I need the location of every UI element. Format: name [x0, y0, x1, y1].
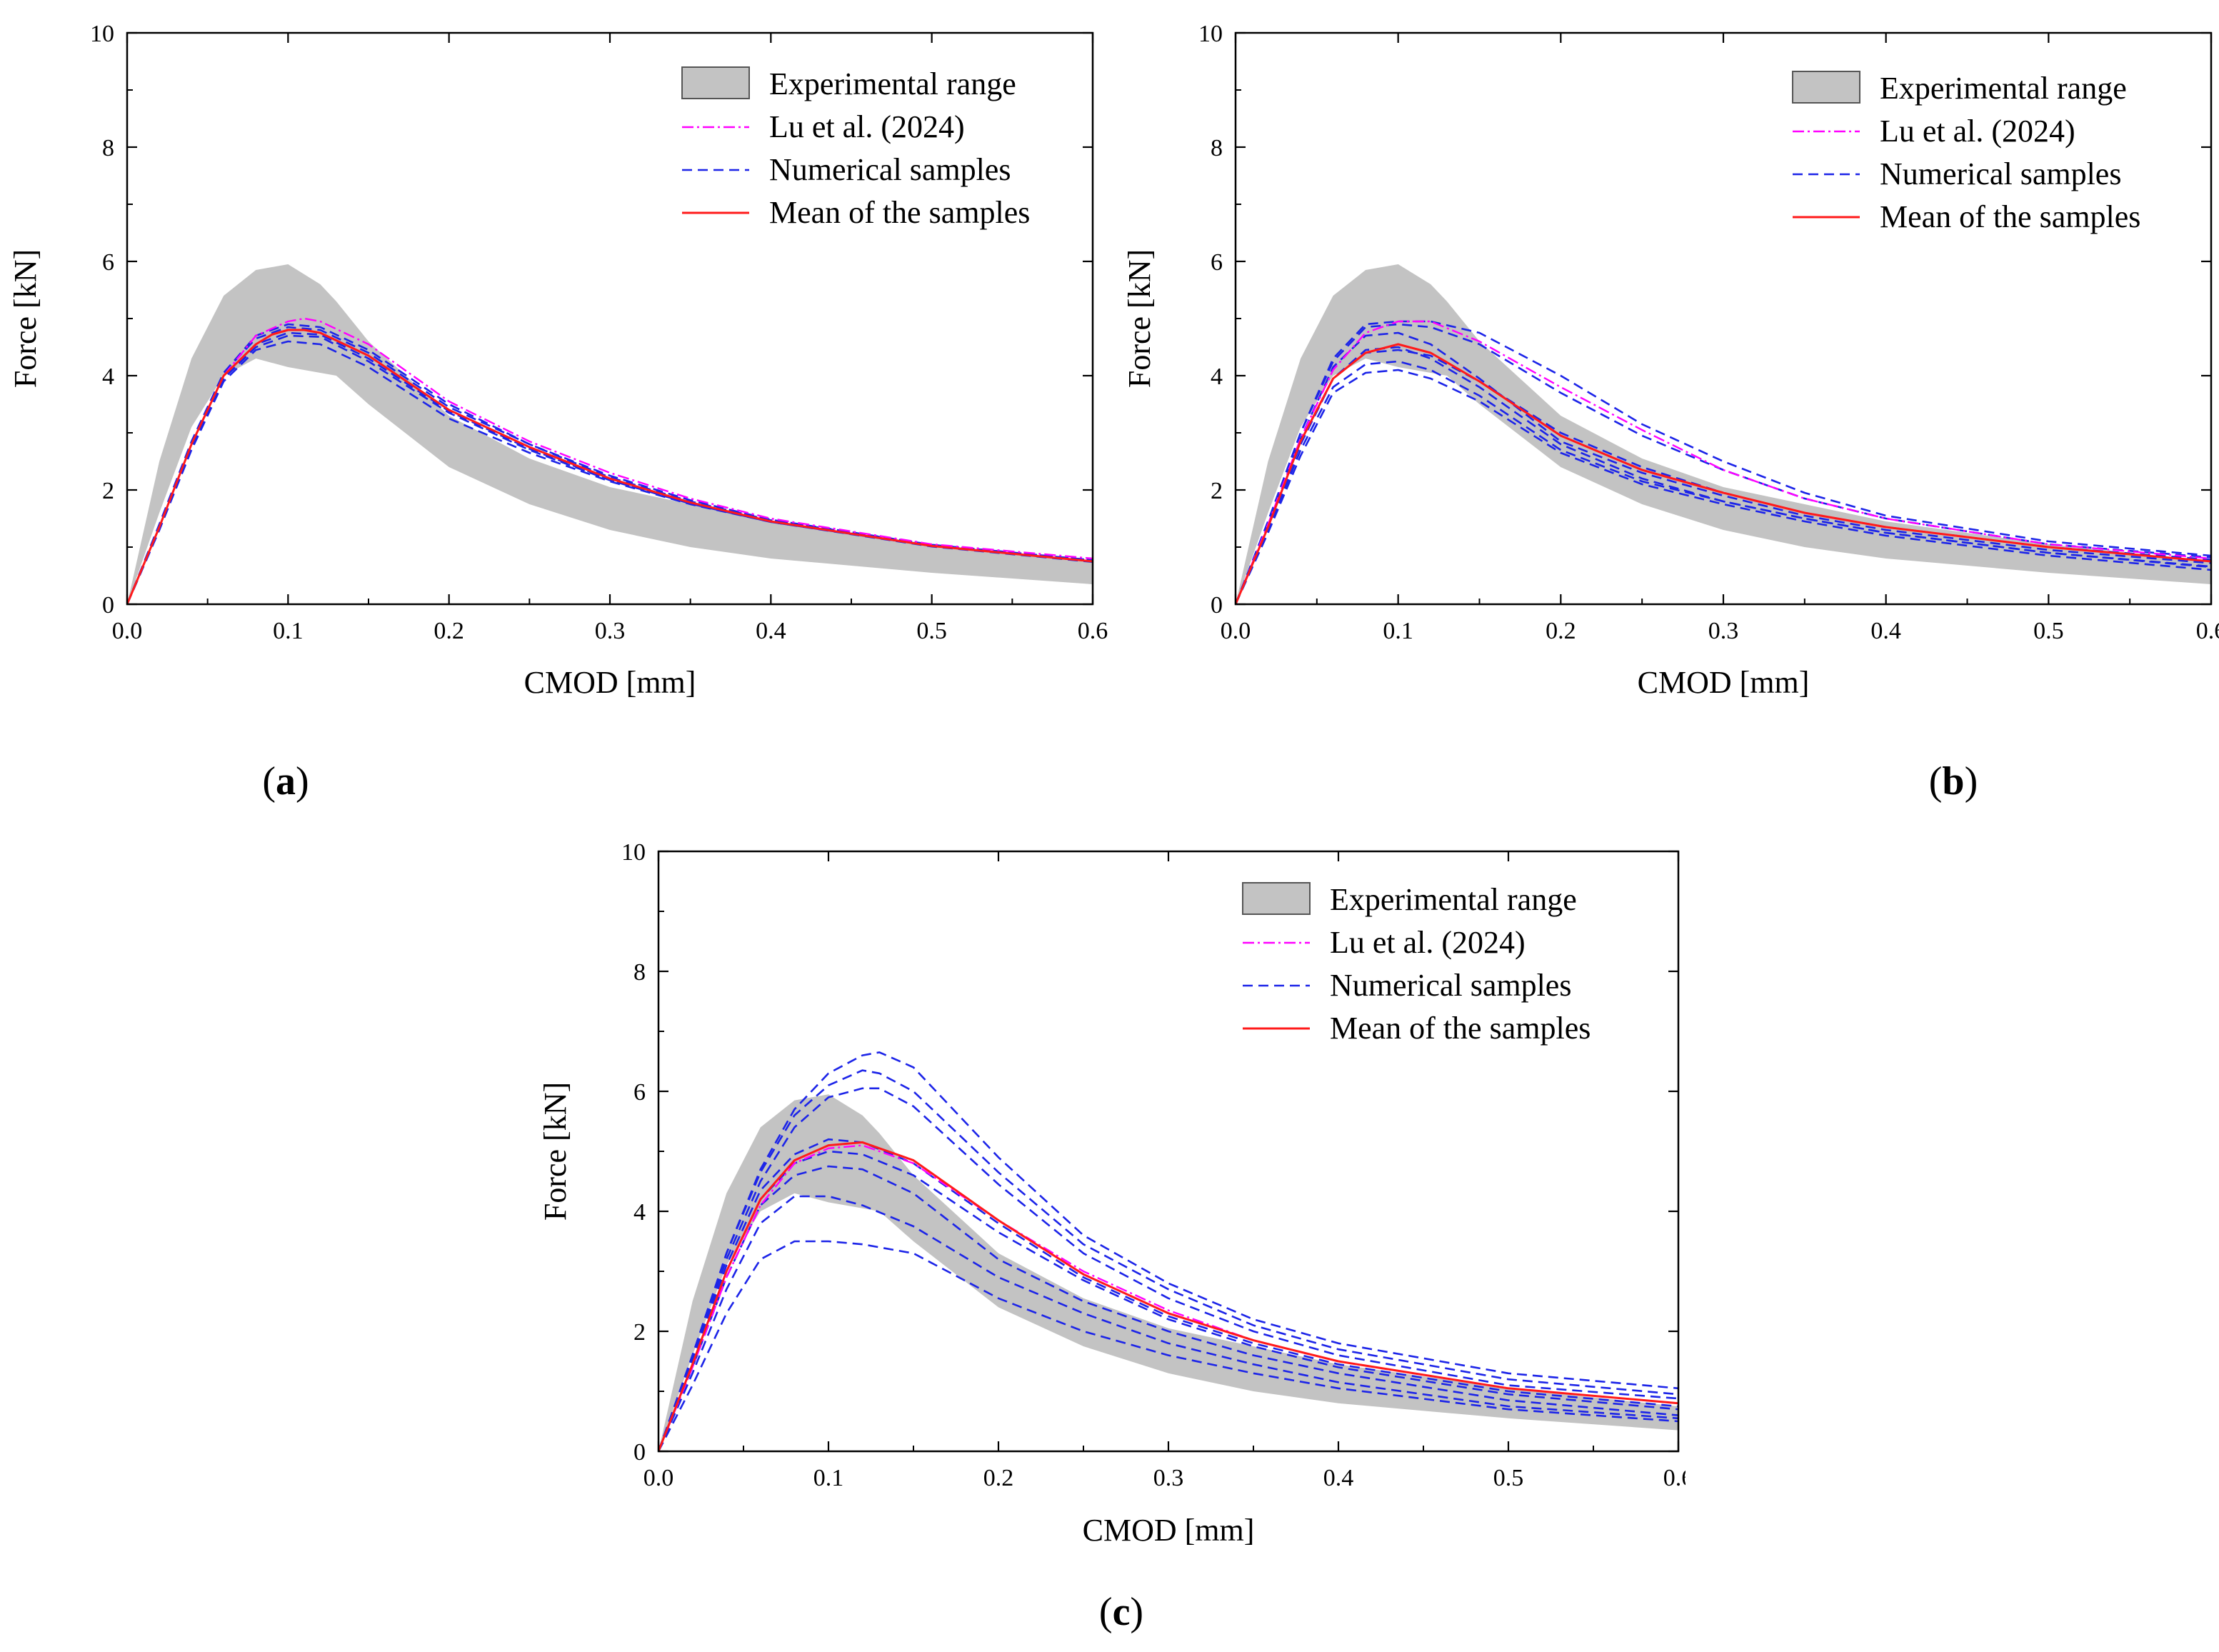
chart-b-svg: (b) 0.0 0.1 0.2 0.3 0.4 0.5 0.6 0 2 4 6 8 10 CMOD [mm… [1122, 21, 2219, 804]
chart-panel-a: (a) 0.0 0.1 0.2 0.3 0.4 0.5 0.6 0 2 4 6 8 10 CMOD [mm… [0, 0, 1114, 818]
mean-line-b [1236, 343, 2211, 604]
x-tick-label-b-1: 0.1 [1383, 618, 1413, 644]
y-tick-label-c-4: 8 [633, 959, 646, 986]
y-tick-label-b-5: 10 [1198, 21, 1223, 47]
sample-line-a-2 [127, 340, 1093, 604]
y-tick-label-b-4: 8 [1211, 135, 1223, 161]
legend-label-lu-a: Lu et al. (2024) [769, 109, 965, 144]
x-tick-label-c-3: 0.3 [1153, 1465, 1184, 1491]
experimental-range-band-c [658, 1094, 1678, 1451]
x-tick-label-c-6: 0.6 [1663, 1465, 1685, 1491]
sample-line-c-8 [658, 1240, 1678, 1451]
y-tick-label-b-3: 6 [1211, 249, 1223, 276]
y-axis-title-a: Force [kN] [8, 249, 43, 388]
y-tick-label-c-2: 4 [633, 1199, 646, 1226]
mean-line-c [658, 1141, 1678, 1451]
y-tick-label-b-1: 2 [1211, 478, 1223, 504]
x-tick-label-c-5: 0.5 [1493, 1465, 1524, 1491]
x-tick-label-b-0: 0.0 [1221, 618, 1251, 644]
sample-line-b-3 [1236, 331, 2211, 604]
x-tick-label-a-5: 0.5 [916, 618, 947, 644]
x-tick-label-b-2: 0.2 [1546, 618, 1576, 644]
legend-swatch-experimental-b [1792, 71, 1860, 104]
legend-label-samples-b: Numerical samples [1880, 156, 2121, 191]
x-tick-label-a-1: 0.1 [273, 618, 304, 644]
mean-line-a [127, 329, 1093, 604]
legend-label-samples-c: Numerical samples [1330, 968, 1571, 1003]
chart-a-svg: (a) 0.0 0.1 0.2 0.3 0.4 0.5 0.6 0 2 4 6 8 10 CMOD [mm… [8, 21, 1108, 804]
y-tick-label-c-1: 2 [633, 1319, 646, 1346]
legend-label-experimental-c: Experimental range [1330, 882, 1577, 917]
legend-a: Experimental range Lu et al. (2024) Numeri… [681, 66, 1030, 230]
x-tick-label-c-0: 0.0 [643, 1465, 674, 1491]
y-tick-label-a-2: 4 [102, 364, 114, 390]
x-tick-label-b-6: 0.6 [2196, 618, 2219, 644]
y-tick-label-c-0: 0 [633, 1439, 646, 1466]
legend-c: Experimental range Lu et al. (2024) Numeri… [1242, 882, 1591, 1046]
x-tick-label-a-2: 0.2 [434, 618, 464, 644]
y-tick-label-b-0: 0 [1211, 592, 1223, 619]
sample-line-c-3 [658, 1087, 1678, 1451]
y-axis-title-c: Force [kN] [538, 1082, 573, 1221]
x-tick-label-a-4: 0.4 [756, 618, 786, 644]
y-tick-label-c-3: 6 [633, 1079, 646, 1106]
caption-a: (a) [262, 759, 309, 804]
y-tick-label-a-5: 10 [90, 21, 114, 47]
legend-label-experimental-b: Experimental range [1880, 71, 2127, 106]
legend-label-experimental-a: Experimental range [769, 66, 1016, 101]
x-tick-label-a-6: 0.6 [1078, 618, 1108, 644]
experimental-range-band-b [1236, 264, 2211, 604]
legend-swatch-experimental-a [681, 66, 750, 99]
legend-label-samples-a: Numerical samples [769, 152, 1011, 187]
sample-line-c-5 [658, 1150, 1678, 1451]
sample-line-b-2 [1236, 323, 2211, 604]
x-axis-title-b: CMOD [mm] [1638, 665, 1810, 700]
y-tick-label-b-2: 4 [1211, 364, 1223, 390]
y-axis-title-b: Force [kN] [1122, 249, 1157, 388]
legend-label-mean-b: Mean of the samples [1880, 199, 2140, 234]
caption-b: (b) [1929, 759, 1978, 804]
legend-label-lu-c: Lu et al. (2024) [1330, 925, 1526, 960]
x-axis-title-c: CMOD [mm] [1083, 1513, 1255, 1548]
y-tick-label-a-1: 2 [102, 478, 114, 504]
experimental-range-band-a [127, 264, 1093, 604]
x-tick-label-c-2: 0.2 [983, 1465, 1014, 1491]
x-tick-label-a-3: 0.3 [595, 618, 626, 644]
lu-2024-line-b [1236, 320, 2211, 604]
caption-c: (c) [1099, 1590, 1143, 1634]
x-tick-label-c-4: 0.4 [1323, 1465, 1354, 1491]
sample-line-b-5 [1236, 360, 2211, 604]
x-tick-label-b-4: 0.4 [1870, 618, 1901, 644]
y-tick-label-a-4: 8 [102, 135, 114, 161]
x-tick-label-a-0: 0.0 [112, 618, 143, 644]
chart-c-svg: (c) 0.0 0.1 0.2 0.3 0.4 0.5 0.6 0 2 4 6 8 10 CMOD [mm… [538, 839, 1693, 1634]
y-tick-label-a-3: 6 [102, 249, 114, 276]
plot-area-a [127, 264, 1093, 604]
legend-label-mean-c: Mean of the samples [1330, 1011, 1591, 1046]
y-tick-label-c-5: 10 [621, 843, 646, 866]
x-tick-label-c-1: 0.1 [813, 1465, 844, 1491]
chart-panel-b: (b) 0.0 0.1 0.2 0.3 0.4 0.5 0.6 0 2 4 6 8 10 CMOD [mm… [1114, 0, 2219, 818]
sample-line-c-2 [658, 1069, 1678, 1451]
x-tick-label-b-5: 0.5 [2033, 618, 2064, 644]
legend-swatch-experimental-c [1242, 882, 1311, 915]
legend-b: Experimental range Lu et al. (2024) Numeri… [1792, 71, 2140, 234]
legend-label-mean-a: Mean of the samples [769, 195, 1030, 230]
x-tick-label-b-3: 0.3 [1708, 618, 1739, 644]
plot-area-c [658, 1051, 1678, 1451]
lu-2024-line-c [658, 1144, 1678, 1451]
legend-label-lu-b: Lu et al. (2024) [1880, 114, 2075, 149]
x-axis-title-a: CMOD [mm] [524, 665, 696, 700]
chart-panel-c: (c) 0.0 0.1 0.2 0.3 0.4 0.5 0.6 0 2 4 6 8 10 CMOD [mm… [529, 839, 1693, 1652]
sample-line-c-7 [658, 1195, 1678, 1451]
sample-line-a-1 [127, 326, 1093, 604]
y-tick-label-a-0: 0 [102, 592, 114, 619]
plot-area-b [1236, 264, 2211, 604]
